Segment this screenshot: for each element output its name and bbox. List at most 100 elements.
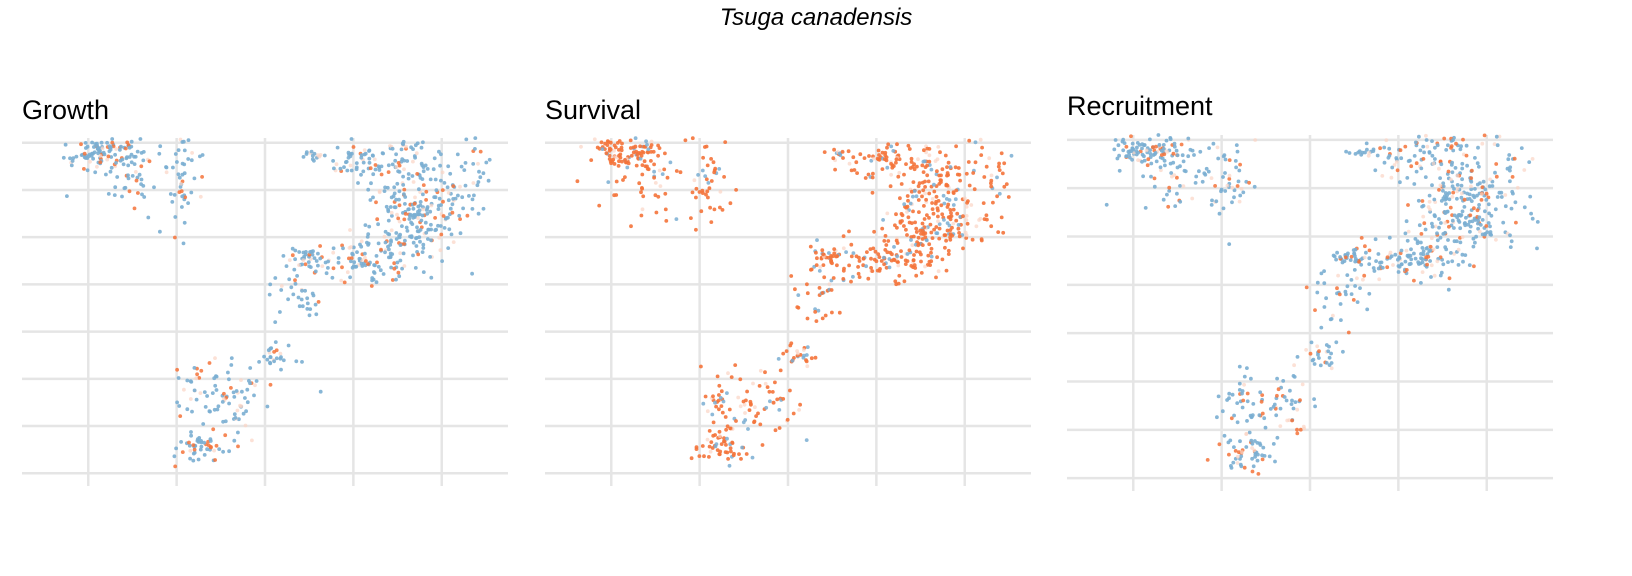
data-point xyxy=(318,256,323,261)
data-point xyxy=(1452,187,1456,191)
data-point xyxy=(1391,263,1395,267)
data-point xyxy=(1341,349,1345,354)
data-point xyxy=(778,368,783,373)
data-point xyxy=(813,310,818,314)
data-point xyxy=(971,171,976,175)
data-point xyxy=(795,305,800,309)
data-point xyxy=(981,201,986,206)
data-point xyxy=(1420,257,1425,261)
data-point xyxy=(965,201,969,205)
data-point xyxy=(354,161,359,166)
data-point xyxy=(989,178,994,183)
data-point xyxy=(1451,190,1456,195)
data-point xyxy=(1152,176,1157,181)
data-point xyxy=(1459,144,1463,149)
data-point xyxy=(1217,442,1222,447)
data-point xyxy=(293,248,298,253)
data-point xyxy=(927,191,932,196)
data-point xyxy=(448,171,453,176)
data-point xyxy=(600,147,605,152)
data-point xyxy=(402,242,406,246)
data-point xyxy=(386,218,391,223)
data-point xyxy=(1459,183,1464,188)
data-point xyxy=(1446,143,1450,148)
data-point xyxy=(882,239,887,243)
data-point xyxy=(199,439,204,443)
data-point xyxy=(775,397,780,402)
data-point xyxy=(392,266,397,271)
data-point xyxy=(1121,148,1126,153)
data-point xyxy=(821,263,826,267)
data-point xyxy=(347,256,351,261)
data-point xyxy=(354,165,359,170)
data-point xyxy=(1460,161,1465,166)
data-point xyxy=(411,206,416,211)
data-point xyxy=(1319,325,1324,330)
data-point xyxy=(927,159,932,164)
data-point xyxy=(1387,146,1392,151)
data-point xyxy=(113,152,117,157)
data-point xyxy=(1312,397,1316,401)
data-point xyxy=(1230,185,1235,190)
data-point xyxy=(1190,196,1195,201)
data-point xyxy=(914,273,919,278)
data-point xyxy=(758,422,763,427)
data-point xyxy=(1422,150,1426,155)
data-point xyxy=(198,391,203,395)
data-point xyxy=(982,217,987,222)
data-point xyxy=(199,444,204,449)
data-point xyxy=(727,463,732,468)
data-point xyxy=(451,240,456,245)
data-point xyxy=(1416,260,1421,265)
data-point xyxy=(1471,193,1476,198)
data-point xyxy=(1492,142,1497,147)
data-point xyxy=(744,398,748,403)
data-point xyxy=(730,440,735,445)
data-point xyxy=(849,242,854,247)
data-point xyxy=(393,158,398,163)
data-point xyxy=(657,168,662,173)
data-point xyxy=(1447,224,1451,229)
data-point xyxy=(297,263,301,267)
data-point xyxy=(1151,145,1155,150)
data-point xyxy=(1488,224,1492,229)
data-point xyxy=(925,263,930,267)
data-point xyxy=(1234,165,1238,170)
data-point xyxy=(363,223,368,228)
data-point xyxy=(905,210,909,214)
data-point xyxy=(229,356,234,360)
data-point xyxy=(418,190,423,195)
data-point xyxy=(718,205,722,210)
data-point xyxy=(1349,292,1354,296)
data-point xyxy=(180,172,185,177)
data-point xyxy=(898,196,902,201)
data-point xyxy=(1285,418,1290,423)
data-point xyxy=(1409,247,1413,252)
data-point xyxy=(1467,192,1472,197)
data-point xyxy=(1461,137,1465,142)
data-point xyxy=(910,243,915,248)
data-point xyxy=(920,237,925,241)
data-point xyxy=(744,452,749,456)
data-point xyxy=(793,287,797,292)
data-point xyxy=(715,374,720,379)
data-point xyxy=(972,187,977,192)
data-point xyxy=(925,173,930,178)
data-point xyxy=(635,152,640,157)
data-point xyxy=(279,284,284,288)
data-point xyxy=(996,164,1001,169)
data-point xyxy=(935,231,940,236)
data-point xyxy=(891,149,896,153)
data-point xyxy=(406,176,411,181)
data-point xyxy=(920,228,925,233)
data-point xyxy=(1522,205,1527,210)
data-point xyxy=(900,219,904,223)
data-point xyxy=(1380,265,1385,270)
data-point xyxy=(851,251,856,256)
data-point xyxy=(846,149,851,154)
data-point xyxy=(864,264,868,269)
data-point xyxy=(1435,238,1440,243)
data-point xyxy=(297,304,302,309)
data-point xyxy=(703,145,707,149)
data-point xyxy=(389,228,394,233)
